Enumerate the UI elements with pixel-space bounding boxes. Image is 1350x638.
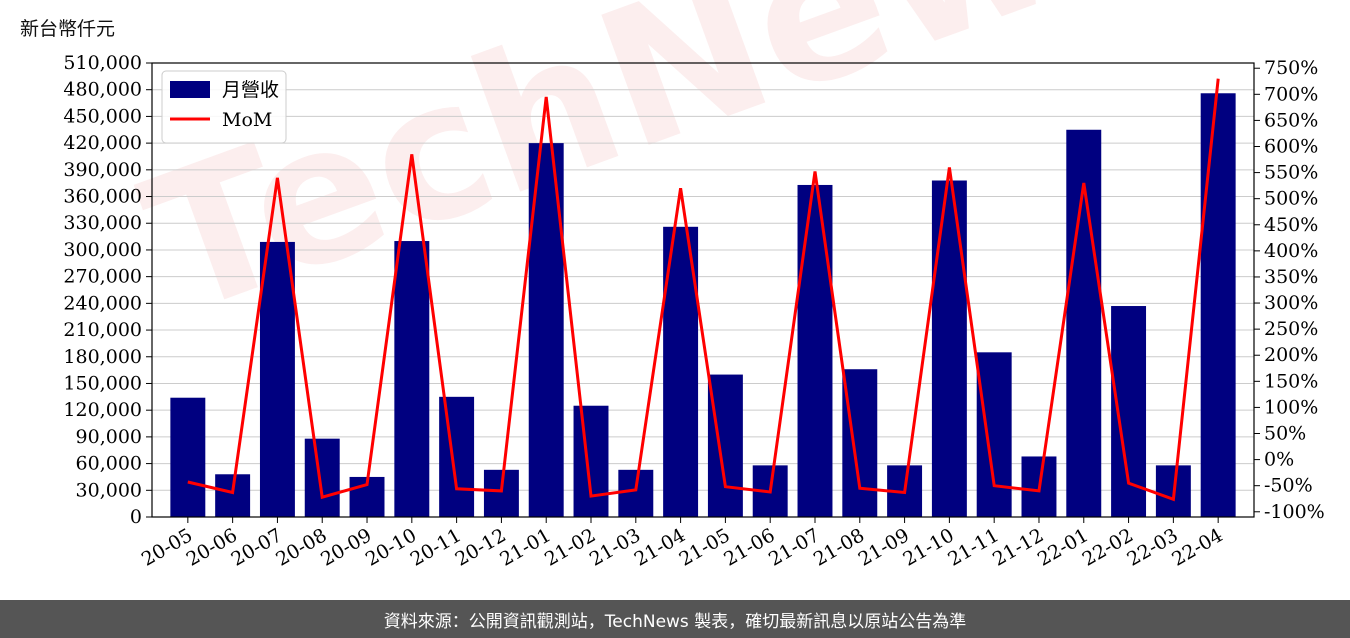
chart-area: TechNews 新台幣仟元 0 30,000 60,000 90,000 120,00…: [20, 0, 1325, 571]
x-tick-label: 21-04: [631, 524, 689, 570]
y2-tick-label: 150%: [1264, 370, 1318, 392]
x-tick-label: 20-07: [227, 524, 285, 570]
revenue-bar: [394, 241, 430, 517]
y-tick-label: 480,000: [63, 79, 142, 101]
y2-tick-label: 450%: [1264, 214, 1318, 236]
revenue-bar: [707, 374, 743, 517]
legend: 月營收 MoM: [161, 70, 287, 144]
x-tick-label: 20-06: [183, 524, 241, 570]
unit-label: 新台幣仟元: [20, 18, 116, 40]
y2-tick-label: 250%: [1264, 318, 1318, 340]
y-tick-label: 120,000: [63, 399, 142, 421]
y-tick-label: 30,000: [76, 479, 142, 501]
plot-frame: [151, 62, 1255, 518]
y2-tick-label: 550%: [1264, 162, 1318, 184]
y2-tick-label: 600%: [1264, 135, 1318, 157]
y-tick-label: 180,000: [63, 346, 142, 368]
x-tick-label: 20-09: [317, 524, 375, 570]
y2-tick-label: 200%: [1264, 344, 1318, 366]
legend-label-revenue: 月營收: [222, 79, 279, 101]
y2-tick-label: 300%: [1264, 292, 1318, 314]
y-tick-label: 240,000: [63, 292, 142, 314]
combo-chart: 0 30,000 60,000 90,000 120,000 150,000 180,000…: [63, 52, 1325, 571]
y2-tick-label: 650%: [1264, 109, 1318, 131]
y2-tick-label: 500%: [1264, 188, 1318, 210]
y-tick-label: 300,000: [63, 239, 142, 261]
y-tick-label: 390,000: [63, 159, 142, 181]
x-tick-label: 21-02: [541, 524, 599, 570]
x-tick-label: 22-01: [1034, 524, 1092, 570]
y2-tick-label: -50%: [1264, 475, 1313, 497]
x-tick-label: 21-07: [765, 524, 823, 570]
x-tick-label: 22-04: [1168, 524, 1226, 570]
y2-tick-label: 0%: [1264, 449, 1294, 471]
x-tick-label: 21-09: [855, 524, 913, 570]
revenue-bar: [842, 369, 878, 517]
y-tick-label: 210,000: [63, 319, 142, 341]
y-tick-label: 90,000: [76, 426, 142, 448]
source-footer: 資料來源：公開資訊觀測站，TechNews 製表，確切最新訊息以原站公告為準: [0, 600, 1350, 638]
x-tick-label: 21-11: [944, 524, 1002, 570]
y2-tick-label: -100%: [1264, 501, 1325, 523]
revenue-bar: [1066, 129, 1102, 517]
y-tick-label: 270,000: [63, 266, 142, 288]
revenue-bar: [439, 396, 475, 517]
y2-tick-label: 50%: [1264, 423, 1306, 445]
revenue-bar: [573, 405, 609, 517]
x-tick-label: 20-05: [138, 524, 196, 570]
x-tick-label: 21-01: [496, 524, 554, 570]
x-tick-label: 20-08: [272, 524, 330, 570]
x-tick-label: 20-10: [362, 524, 420, 570]
revenue-bar: [1200, 93, 1236, 518]
revenue-bar: [170, 397, 206, 517]
x-tick-label: 21-05: [675, 524, 733, 570]
revenue-bar: [618, 469, 654, 517]
y-tick-label: 60,000: [76, 453, 142, 475]
x-tick-label: 22-03: [1123, 524, 1181, 570]
revenue-bar: [1111, 306, 1147, 517]
x-tick-label: 21-12: [989, 524, 1047, 570]
x-tick-label: 20-12: [451, 524, 509, 570]
y-tick-label: 150,000: [63, 372, 142, 394]
y-tick-label: 420,000: [63, 132, 142, 154]
y-tick-label: 330,000: [63, 212, 142, 234]
legend-label-mom: MoM: [222, 109, 272, 131]
y2-tick-label: 400%: [1264, 240, 1318, 262]
revenue-bar: [931, 180, 967, 517]
x-tick-label: 21-10: [899, 524, 957, 570]
revenue-bar: [797, 184, 833, 518]
y2-tick-label: 700%: [1264, 83, 1318, 105]
x-tick-label: 21-06: [720, 524, 778, 570]
revenue-bar: [215, 474, 251, 517]
revenue-bar: [976, 352, 1012, 517]
y-tick-label: 360,000: [63, 186, 142, 208]
y2-tick-label: 100%: [1264, 396, 1318, 418]
x-tick-label: 20-11: [407, 524, 465, 570]
x-tick-label: 21-08: [810, 524, 868, 570]
revenue-bar: [259, 241, 295, 517]
y-tick-label: 0: [130, 506, 142, 528]
legend-bar-swatch: [170, 81, 210, 98]
x-tick-label: 21-03: [586, 524, 644, 570]
revenue-bar: [483, 469, 519, 517]
mom-line: [187, 78, 1220, 502]
revenue-bar: [304, 438, 340, 517]
y2-tick-label: 350%: [1264, 266, 1318, 288]
y-tick-label: 510,000: [63, 52, 142, 74]
x-tick-label: 22-02: [1079, 524, 1137, 570]
y-tick-label: 450,000: [63, 105, 142, 127]
y2-tick-label: 750%: [1264, 57, 1318, 79]
